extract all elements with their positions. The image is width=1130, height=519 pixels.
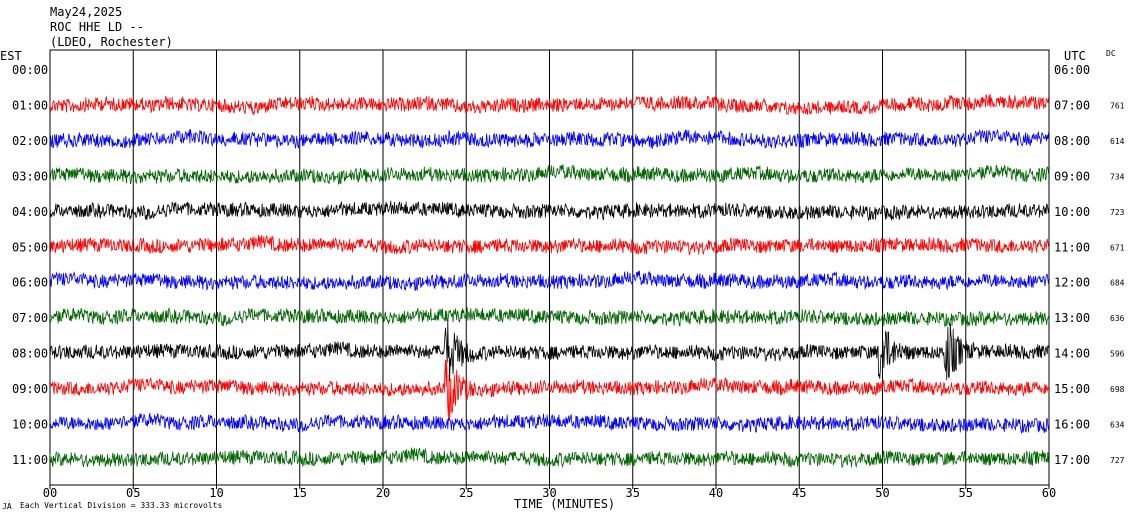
utc-label: 09:00 [1054,169,1090,183]
est-label: 02:00 [12,134,48,148]
left-timezone-label: EST [0,49,22,63]
x-tick-label: 45 [792,486,806,500]
seismic-trace-row-9 [49,359,1050,420]
utc-label: 14:00 [1054,347,1090,361]
x-tick-label: 10 [209,486,223,500]
seismic-trace-row-3 [49,164,1050,185]
dc-value: 684 [1110,279,1125,288]
dc-value: 614 [1110,137,1125,146]
x-tick-label: 00 [43,486,57,500]
dc-value: 671 [1110,243,1125,252]
scale-note-prefix: JA [2,502,12,511]
utc-label: 12:00 [1054,276,1090,290]
dc-value: 723 [1110,208,1125,217]
x-tick-label: 55 [959,486,973,500]
seismic-trace-row-5 [49,234,1050,256]
seismic-trace-row-2 [49,128,1050,149]
est-label: 11:00 [12,453,48,467]
seismic-trace-row-10 [49,412,1050,435]
header-station: ROC HHE LD -- [50,20,144,34]
dc-value: 734 [1110,172,1125,181]
dc-value: 727 [1110,456,1125,465]
header-date: May24,2025 [50,5,122,19]
seismic-trace-row-8 [49,319,1050,382]
x-tick-label: 15 [293,486,307,500]
est-label: 07:00 [12,311,48,325]
est-label: 05:00 [12,240,48,254]
est-label: 08:00 [12,347,48,361]
plot-area [49,49,1050,486]
seismic-trace-row-11 [49,447,1050,469]
est-label: 10:00 [12,418,48,432]
utc-label: 07:00 [1054,98,1090,112]
seismic-trace-row-7 [49,307,1050,328]
utc-label: 15:00 [1054,382,1090,396]
est-label: 06:00 [12,276,48,290]
dc-header: DC [1106,49,1116,58]
scale-note: Each Vertical Division = 333.33 microvol… [20,501,222,510]
est-label: 00:00 [12,63,48,77]
row-labels: 00:00 06:00 01:00 07:00 761 02:00 08:00 614 03:0… [12,63,1125,467]
utc-label: 08:00 [1054,134,1090,148]
dc-value: 761 [1110,101,1125,110]
dc-value: 698 [1110,385,1125,394]
x-tick-label: 20 [376,486,390,500]
seismic-trace-row-4 [49,200,1050,222]
x-tick-label: 05 [126,486,140,500]
est-label: 01:00 [12,98,48,112]
utc-label: 06:00 [1054,63,1090,77]
utc-label: 16:00 [1054,418,1090,432]
x-axis-title: TIME (MINUTES) [514,497,615,511]
utc-label: 17:00 [1054,453,1090,467]
est-label: 03:00 [12,169,48,183]
seismic-trace-row-6 [49,270,1050,292]
header-network: (LDEO, Rochester) [50,35,173,49]
x-tick-label: 40 [709,486,723,500]
est-label: 04:00 [12,205,48,219]
x-tick-label: 50 [875,486,889,500]
dc-value: 634 [1110,421,1125,430]
right-timezone-label: UTC [1064,49,1086,63]
utc-label: 13:00 [1054,311,1090,325]
est-label: 09:00 [12,382,48,396]
x-tick-label: 30 [542,486,556,500]
utc-label: 11:00 [1054,240,1090,254]
dc-value: 636 [1110,314,1125,323]
x-axis: 00 05 10 15 20 25 30 35 40 45 50 55 60 [43,485,1056,500]
dc-value: 596 [1110,350,1125,359]
seismic-trace-row-1 [49,94,1050,116]
utc-label: 10:00 [1054,205,1090,219]
x-tick-label: 60 [1042,486,1056,500]
x-tick-label: 25 [459,486,473,500]
x-tick-label: 35 [626,486,640,500]
